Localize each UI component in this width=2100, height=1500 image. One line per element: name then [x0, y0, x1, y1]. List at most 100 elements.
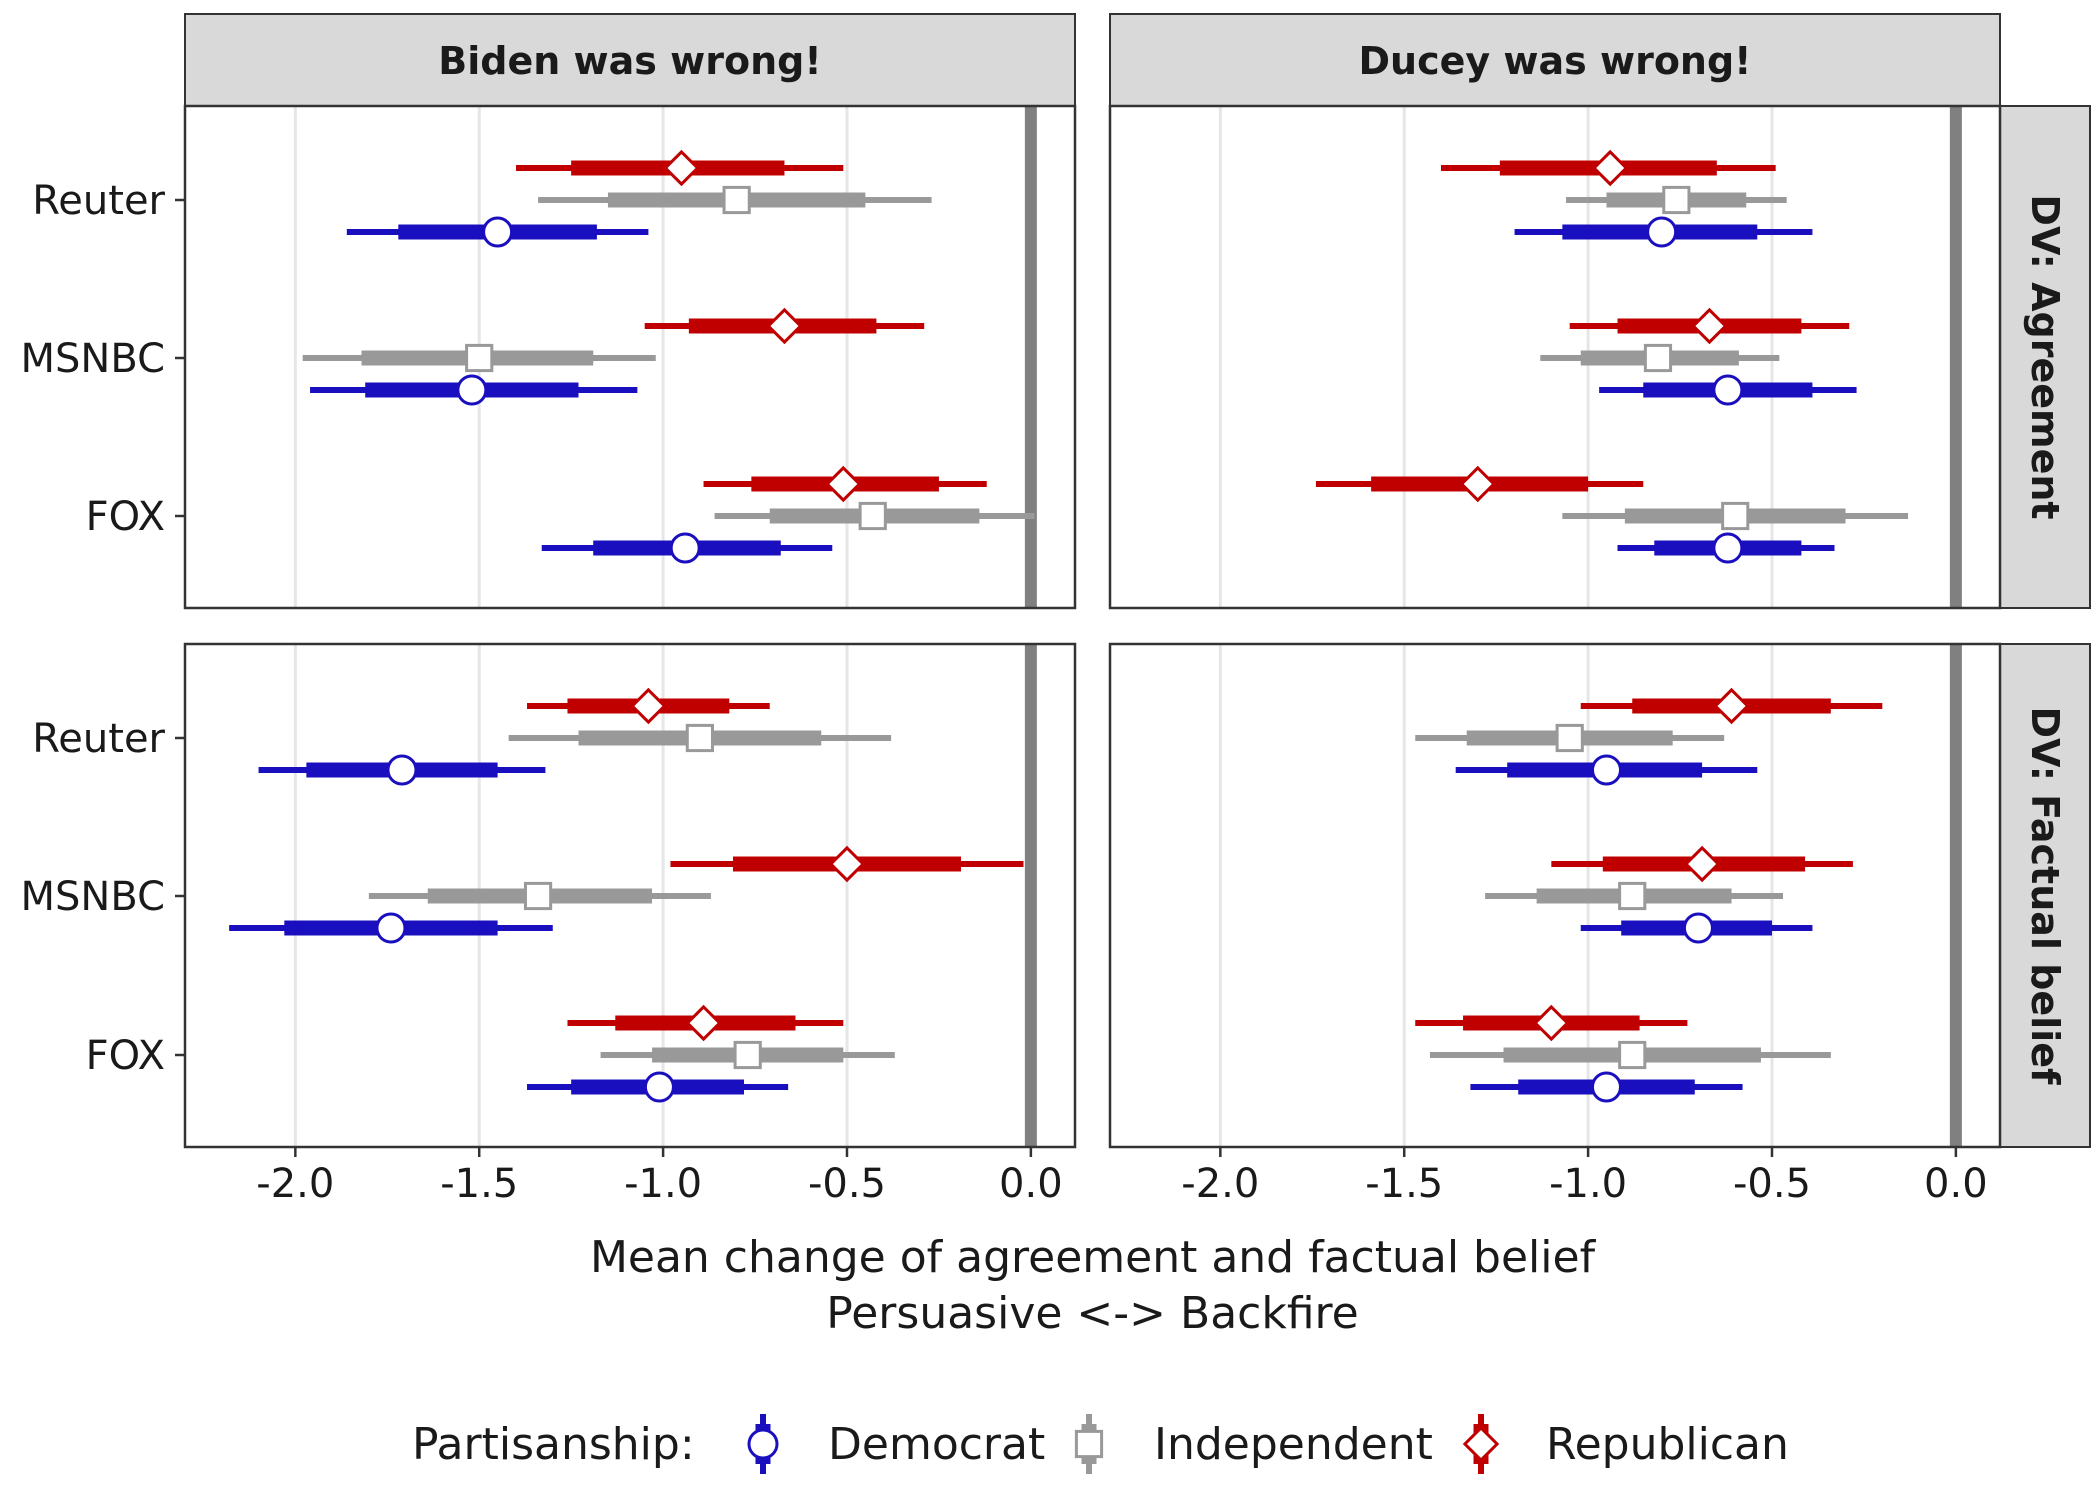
estimate-fox-republican	[1315, 465, 1644, 503]
point-estimate	[1683, 845, 1721, 883]
x-tick-label: 0.0	[1924, 1161, 1988, 1207]
point-estimate	[1459, 465, 1496, 503]
x-tick-label: -0.5	[1733, 1161, 1811, 1207]
y-tick-label: MSNBC	[21, 874, 166, 920]
estimate-reuter-republican	[1440, 149, 1776, 187]
point-estimate	[1712, 374, 1744, 406]
panel-1-1: Reuter MSNBC FOX	[21, 104, 1077, 610]
estimate-msnbc-independent	[368, 881, 711, 911]
estimate-fox-democrat	[1470, 1071, 1743, 1103]
point-estimate	[1618, 881, 1647, 911]
estimate-msnbc-democrat	[229, 912, 553, 944]
point-estimate	[523, 881, 553, 911]
estimate-reuter-democrat	[1455, 754, 1758, 786]
point-estimate	[722, 185, 751, 215]
legend-key-marker	[1462, 1425, 1500, 1463]
legend-key-marker	[747, 1428, 779, 1460]
x-tick-label: -2.0	[256, 1161, 334, 1207]
legend-item-republican: Republican	[1462, 1414, 1789, 1474]
point-estimate	[465, 343, 494, 373]
estimate-fox-independent	[1429, 1040, 1831, 1070]
panel-border	[1108, 642, 2002, 1149]
y-tick-label: FOX	[86, 494, 165, 540]
point-estimate	[733, 1040, 762, 1070]
estimate-fox-democrat	[1617, 532, 1835, 564]
y-tick-label: FOX	[86, 1033, 165, 1079]
x-tick-label: -1.5	[440, 1161, 518, 1207]
estimate-msnbc-independent	[302, 343, 656, 373]
column-strip-2	[1109, 13, 2001, 107]
row-strip-2	[1999, 643, 2091, 1148]
legend-label: Independent	[1154, 1419, 1433, 1470]
estimate-fox-republican	[703, 465, 987, 503]
point-estimate	[1618, 1040, 1647, 1070]
point-estimate	[1590, 1071, 1622, 1103]
legend-key-marker	[1074, 1429, 1104, 1459]
estimate-fox-democrat	[541, 532, 833, 564]
estimate-fox-independent	[1562, 501, 1909, 531]
row-strip-label: DV: Agreement	[2023, 194, 2067, 519]
point-estimate	[1691, 307, 1728, 345]
estimate-fox-republican	[1415, 1004, 1688, 1042]
estimate-reuter-independent	[1415, 723, 1725, 753]
estimate-reuter-independent	[1566, 185, 1787, 215]
estimate-reuter-republican	[527, 687, 770, 725]
point-estimate	[766, 307, 803, 345]
legend-item-democrat: Democrat	[747, 1414, 1045, 1474]
point-estimate	[1713, 687, 1750, 725]
y-tick-label: Reuter	[32, 178, 165, 224]
legend-item-independent: Independent	[1074, 1414, 1433, 1474]
estimate-reuter-republican	[1580, 687, 1883, 725]
legend-title: Partisanship:	[412, 1419, 695, 1470]
point-estimate	[669, 532, 701, 564]
estimate-fox-independent	[714, 501, 1035, 531]
estimate-msnbc-republican	[1569, 307, 1850, 345]
row-strip-label: DV: Factual belief	[2023, 706, 2067, 1084]
point-estimate	[663, 149, 700, 187]
estimate-fox-republican	[567, 1004, 844, 1042]
panel-2-1: Reuter MSNBC FOX -2.0 -1.5 -1.0 -0.5 0.0	[21, 642, 1077, 1207]
estimate-reuter-democrat	[258, 754, 546, 786]
point-estimate	[1643, 343, 1673, 373]
estimate-msnbc-republican	[644, 307, 925, 345]
x-axis-title-line1: Mean change of agreement and factual bel…	[590, 1232, 1597, 1283]
point-estimate	[858, 501, 887, 531]
panel-2-2: -2.0 -1.5 -1.0 -0.5 0.0	[1108, 642, 2002, 1207]
estimate-msnbc-democrat	[1599, 374, 1857, 406]
estimate-reuter-republican	[515, 149, 844, 187]
point-estimate	[1533, 1004, 1570, 1042]
point-estimate	[482, 216, 514, 248]
point-estimate	[386, 754, 418, 786]
x-tick-label: -1.5	[1365, 1161, 1443, 1207]
point-estimate	[456, 374, 488, 406]
point-estimate	[1555, 723, 1584, 753]
estimate-msnbc-democrat	[310, 374, 638, 406]
point-estimate	[828, 845, 866, 883]
point-estimate	[685, 1004, 722, 1042]
x-tick-label: -1.0	[624, 1161, 702, 1207]
estimate-reuter-independent	[508, 723, 892, 753]
point-estimate	[630, 687, 667, 725]
point-estimate	[1682, 912, 1714, 944]
x-axis-title-line2: Persuasive <-> Backfire	[826, 1288, 1358, 1339]
panel-border	[1108, 104, 2002, 610]
estimate-reuter-democrat	[1514, 216, 1813, 248]
column-strip-label: Biden was wrong!	[438, 39, 821, 83]
estimate-msnbc-democrat	[1580, 912, 1813, 944]
point-estimate	[643, 1071, 675, 1103]
point-estimate	[1721, 501, 1750, 531]
point-estimate	[1590, 754, 1622, 786]
x-tick-label: 0.0	[999, 1161, 1063, 1207]
point-estimate	[1662, 185, 1691, 215]
x-tick-label: -1.0	[1549, 1161, 1627, 1207]
estimate-fox-democrat	[527, 1071, 789, 1103]
point-estimate	[1646, 216, 1678, 248]
point-estimate	[375, 912, 407, 944]
estimate-reuter-independent	[538, 185, 932, 215]
column-strip-label: Ducey was wrong!	[1358, 39, 1751, 83]
point-estimate	[1712, 532, 1744, 564]
x-tick-label: -0.5	[808, 1161, 886, 1207]
x-tick-label: -2.0	[1181, 1161, 1259, 1207]
estimate-msnbc-republican	[670, 845, 1024, 883]
